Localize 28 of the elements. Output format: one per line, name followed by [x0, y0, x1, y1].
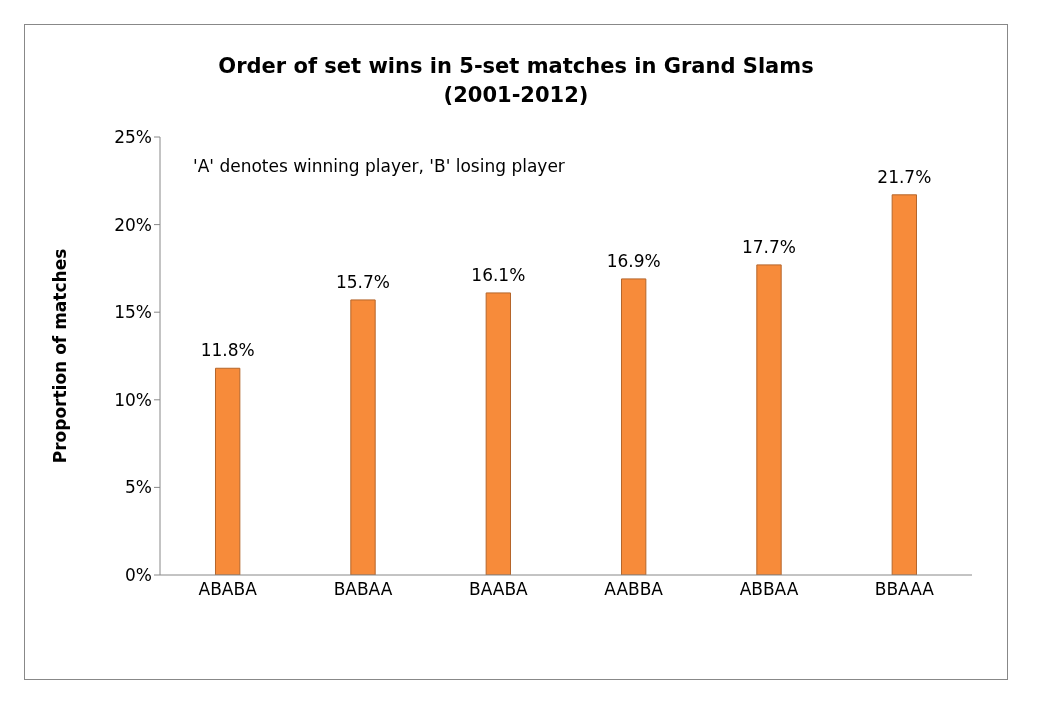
data-label: 21.7% [877, 166, 932, 187]
y-axis-title: Proportion of matches [50, 248, 71, 464]
x-tick-label: ABABA [198, 579, 258, 600]
y-tick-label: 5% [125, 477, 152, 498]
y-tick-label: 20% [114, 214, 152, 235]
data-label: 16.9% [606, 250, 661, 271]
y-tick-label: 25% [114, 127, 152, 148]
bar [350, 299, 376, 575]
bar [620, 278, 647, 575]
y-tick-label: 15% [114, 302, 152, 323]
y-tick-label: 10% [114, 389, 152, 410]
bar [891, 194, 918, 575]
data-label: 17.7% [741, 236, 797, 257]
data-label: 16.1% [471, 264, 526, 285]
bar [756, 264, 782, 575]
x-tick-label: ABBAA [739, 579, 799, 600]
chart-title: Order of set wins in 5-set matches in Grand Slams [217, 53, 815, 80]
annotation: 'A' denotes winning player, 'B' losing player [193, 156, 565, 176]
x-tick-label: BBAAA [874, 579, 935, 600]
bar [485, 292, 512, 575]
chart-subtitle: (2001-2012) [442, 82, 590, 109]
x-tick-label: BAABA [468, 579, 529, 600]
x-tick-label: AABBA [604, 579, 664, 600]
data-label: 11.8% [200, 340, 255, 361]
bar [214, 367, 241, 575]
x-tick-label: BABAA [333, 579, 393, 600]
y-tick-label: 0% [125, 565, 152, 586]
data-label: 15.7% [335, 271, 391, 292]
